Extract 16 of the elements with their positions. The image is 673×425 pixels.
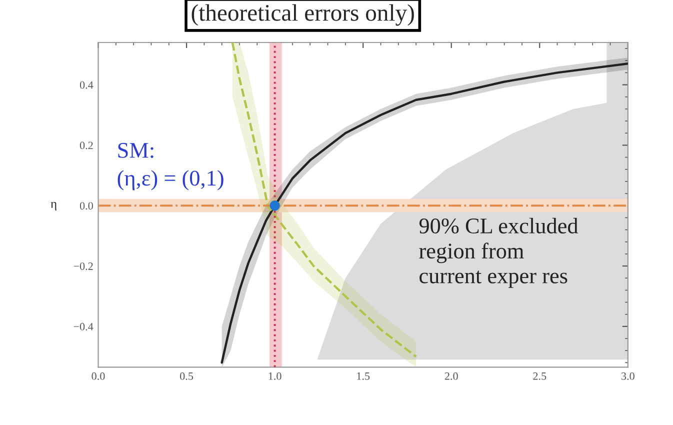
x-tick-label: 1.5 xyxy=(357,372,370,380)
y-tick-label: 0.4 xyxy=(80,81,94,89)
x-tick-label: 1.0 xyxy=(268,372,282,380)
y-tick-label: −0.2 xyxy=(74,262,93,270)
y-tick-label: −0.4 xyxy=(74,322,94,330)
chart-title: (theoretical errors only) xyxy=(192,4,414,26)
y-tick-label: 0.2 xyxy=(80,142,93,150)
y-tick-label: 0.0 xyxy=(80,202,93,210)
x-tick-label: 2.0 xyxy=(444,372,458,380)
annotation: 90% CL excluded region from current exper res xyxy=(419,218,578,288)
x-tick-label: 3.0 xyxy=(621,372,634,380)
y-axis-title: η xyxy=(50,202,56,211)
annotation: SM: (η,ε) = (0,1) xyxy=(118,142,224,190)
x-tick-label: 0.0 xyxy=(92,372,105,380)
x-tick-label: 2.5 xyxy=(533,372,546,380)
x-tick-label: 0.5 xyxy=(180,372,194,380)
